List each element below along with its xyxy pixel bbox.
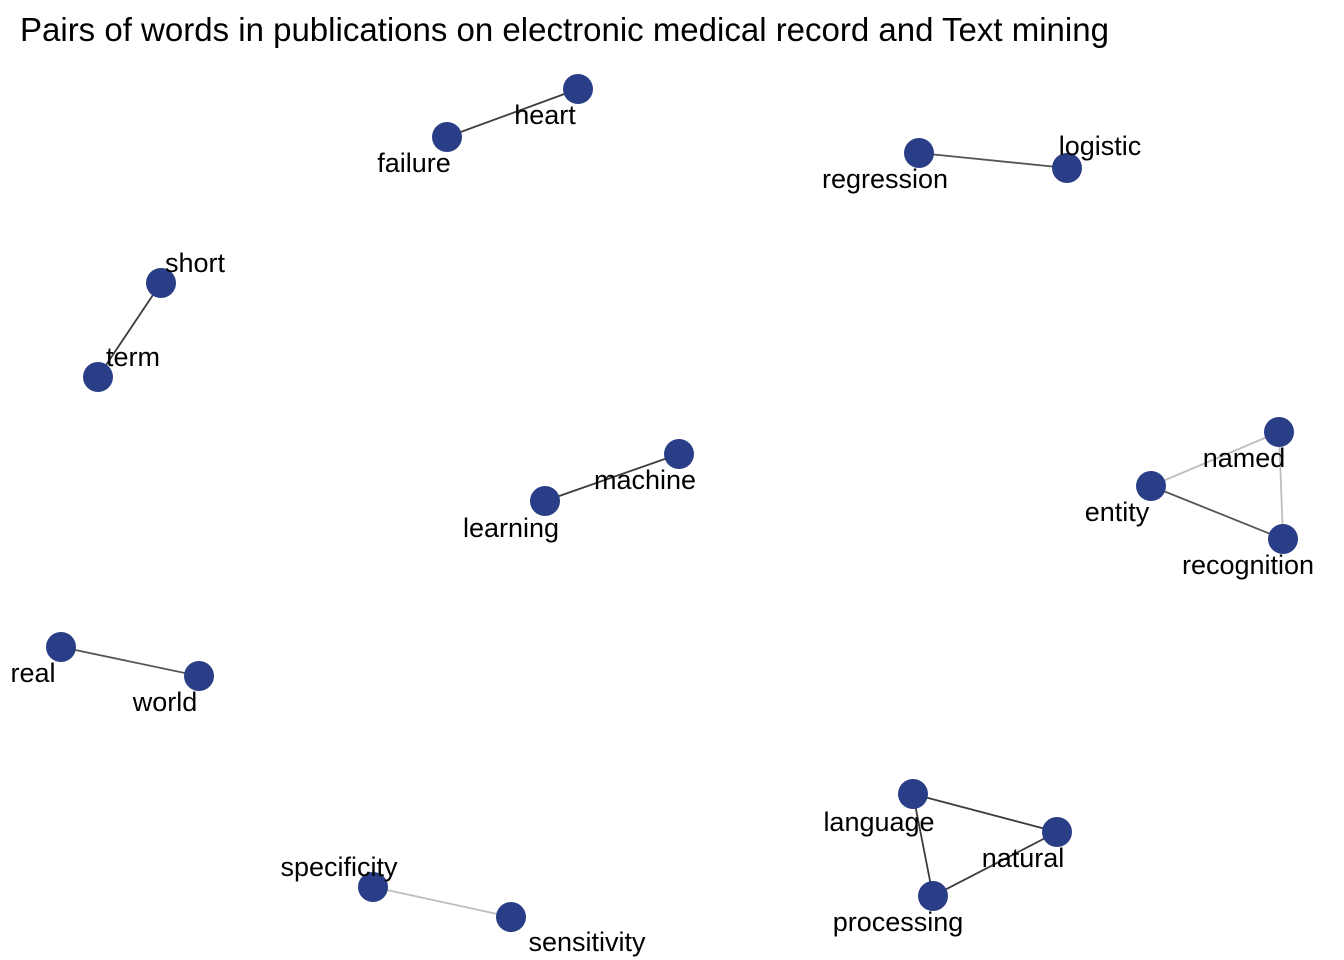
edges-layer [60,88,1284,918]
node-label-specificity: specificity [280,852,398,882]
node-logistic [1052,153,1082,183]
node-label-heart: heart [514,100,576,130]
node-label-processing: processing [833,907,964,937]
node-term [83,362,113,392]
node-label-logistic: logistic [1059,131,1142,161]
node-label-sensitivity: sensitivity [528,927,646,957]
node-world [184,661,214,691]
node-label-short: short [165,248,226,278]
edge-failure-heart [446,88,579,138]
node-regression [904,138,934,168]
node-language [898,779,928,809]
node-label-term: term [106,342,160,372]
node-named [1264,417,1294,447]
node-label-failure: failure [377,148,451,178]
node-label-learning: learning [463,513,559,543]
edge-natural-processing [932,831,1058,897]
edge-specificity-sensitivity [372,886,512,918]
node-label-real: real [10,658,55,688]
edge-language-natural [912,793,1058,833]
node-label-named: named [1203,443,1286,473]
node-natural [1042,817,1072,847]
node-label-world: world [132,687,198,717]
edge-language-processing [912,793,934,897]
node-entity [1136,471,1166,501]
edge-named-recognition [1278,431,1284,540]
labels-layer: heart failure regression logistic short term m… [10,100,1314,957]
node-label-regression: regression [822,164,948,194]
node-label-recognition: recognition [1182,550,1314,580]
edge-short-term [97,282,162,378]
edge-entity-recognition [1150,485,1284,540]
node-recognition [1268,524,1298,554]
node-sensitivity [496,902,526,932]
node-failure [432,122,462,152]
node-label-language: language [823,807,934,837]
node-label-entity: entity [1085,497,1150,527]
node-real [46,632,76,662]
node-specificity [358,872,388,902]
node-machine [664,439,694,469]
node-short [146,268,176,298]
node-learning [530,486,560,516]
node-processing [918,881,948,911]
node-label-natural: natural [982,843,1065,873]
edge-real-world [60,646,200,677]
edge-learning-machine [544,453,680,502]
figure-title: Pairs of words in publications on electr… [20,11,1109,48]
edge-regression-logistic [918,152,1068,169]
edge-entity-named [1150,431,1280,487]
nodes-layer [46,74,1298,932]
node-label-machine: machine [594,465,696,495]
node-heart [563,74,593,104]
